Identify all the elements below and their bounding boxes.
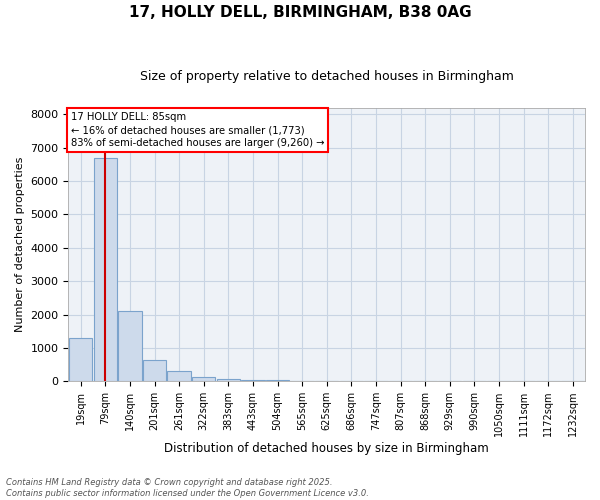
Bar [217, 378, 240, 381]
Bar [192, 377, 215, 381]
Text: 17, HOLLY DELL, BIRMINGHAM, B38 0AG: 17, HOLLY DELL, BIRMINGHAM, B38 0AG [128, 5, 472, 20]
Bar [94, 158, 117, 381]
Text: Contains HM Land Registry data © Crown copyright and database right 2025.
Contai: Contains HM Land Registry data © Crown c… [6, 478, 369, 498]
Bar [167, 371, 191, 381]
Bar [266, 380, 289, 381]
Text: 17 HOLLY DELL: 85sqm
← 16% of detached houses are smaller (1,773)
83% of semi-de: 17 HOLLY DELL: 85sqm ← 16% of detached h… [71, 112, 325, 148]
Bar [241, 380, 265, 381]
Bar [143, 360, 166, 381]
Bar [118, 311, 142, 381]
X-axis label: Distribution of detached houses by size in Birmingham: Distribution of detached houses by size … [164, 442, 489, 455]
Bar [69, 338, 92, 381]
Y-axis label: Number of detached properties: Number of detached properties [15, 157, 25, 332]
Title: Size of property relative to detached houses in Birmingham: Size of property relative to detached ho… [140, 70, 514, 83]
